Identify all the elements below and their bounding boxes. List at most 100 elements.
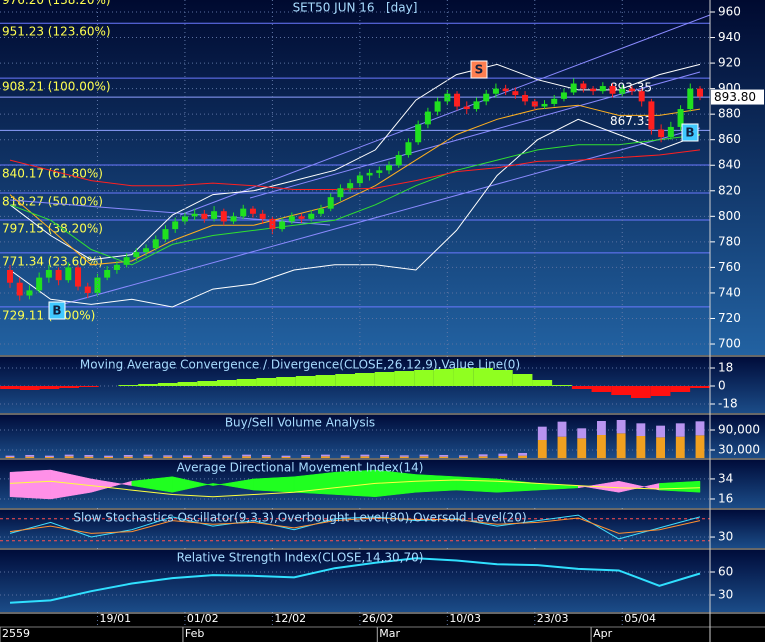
di-fill bbox=[456, 476, 498, 493]
candle-body bbox=[152, 239, 159, 249]
y-tick-label: 880 bbox=[718, 107, 741, 121]
volume-bar bbox=[222, 456, 232, 458]
volume-bar bbox=[399, 455, 409, 457]
indicator-line bbox=[9, 479, 701, 498]
volume-bar bbox=[340, 455, 350, 457]
macd-bar bbox=[177, 382, 198, 386]
y-tick-label: 34 bbox=[718, 471, 733, 485]
candle-body bbox=[84, 286, 91, 293]
candle-body bbox=[658, 129, 665, 138]
volume-bar bbox=[84, 455, 94, 457]
candle-body bbox=[697, 88, 703, 97]
signal-label: B bbox=[685, 126, 694, 140]
volume-bar bbox=[301, 455, 311, 457]
indicator-line bbox=[9, 557, 701, 604]
signal-label: S bbox=[475, 63, 484, 77]
candle-body bbox=[667, 126, 674, 138]
macd-bar bbox=[315, 375, 336, 386]
volume-bar bbox=[439, 455, 449, 457]
panel: 976.20 (138.20%) 951.23 (123.60%) 908.21 (… bbox=[0, 0, 710, 345]
volume-bar bbox=[25, 455, 35, 457]
candle-body bbox=[395, 155, 402, 166]
candle-body bbox=[240, 208, 247, 217]
y-tick-label: 740 bbox=[718, 285, 741, 299]
candle-body bbox=[580, 83, 587, 89]
volume-bar bbox=[182, 457, 192, 458]
macd-bar bbox=[374, 372, 395, 386]
overlay-line bbox=[9, 149, 701, 190]
di-fill bbox=[253, 476, 295, 493]
macd-bar bbox=[414, 370, 434, 386]
volume-bar bbox=[478, 454, 488, 457]
candle-body bbox=[687, 88, 694, 110]
y-tick-label: 820 bbox=[718, 183, 741, 197]
volume-bar bbox=[281, 455, 291, 457]
candle-body bbox=[55, 269, 62, 281]
fib-label: 976.20 (138.20%) bbox=[2, 0, 111, 7]
indicator-line bbox=[9, 514, 701, 540]
y-tick-label: 16 bbox=[718, 491, 733, 505]
volume-bar bbox=[458, 456, 468, 458]
candle-body bbox=[317, 208, 324, 214]
candle-body bbox=[191, 213, 198, 217]
candle-body bbox=[483, 93, 490, 102]
candle-body bbox=[424, 111, 431, 125]
panel-bg bbox=[0, 0, 765, 355]
volume-bar bbox=[281, 457, 291, 458]
macd-bar bbox=[433, 369, 454, 386]
volume-bar bbox=[301, 456, 311, 458]
y-tick-label: 760 bbox=[718, 260, 741, 274]
fib-label: 951.23 (123.60%) bbox=[2, 25, 111, 39]
overlay-line bbox=[9, 63, 701, 261]
macd-bar bbox=[39, 386, 60, 389]
volume-bar bbox=[320, 454, 330, 457]
macd-bar bbox=[197, 381, 217, 386]
candle-body bbox=[201, 213, 208, 219]
macd-bar bbox=[611, 386, 631, 395]
panel-title: Moving Average Convergence / Divergence(… bbox=[80, 358, 520, 372]
candle-body bbox=[26, 290, 33, 296]
volume-bar bbox=[675, 436, 685, 458]
volume-bar bbox=[360, 454, 370, 457]
macd-bar bbox=[79, 386, 99, 387]
macd-bar bbox=[19, 386, 40, 390]
candle-body bbox=[113, 264, 120, 270]
volume-bar bbox=[695, 421, 705, 436]
candle-body bbox=[181, 216, 188, 222]
y-tick-label: 780 bbox=[718, 234, 741, 248]
y-tick-label: 920 bbox=[718, 56, 741, 70]
macd-bar bbox=[0, 386, 20, 389]
volume-bar bbox=[498, 453, 508, 456]
volume-bar bbox=[44, 455, 54, 457]
overlay-line bbox=[9, 118, 701, 308]
candle-body bbox=[220, 211, 227, 222]
macd-bar bbox=[532, 380, 553, 386]
volume-bar bbox=[419, 456, 429, 458]
signal-marker bbox=[681, 123, 699, 142]
candle-body bbox=[454, 93, 461, 107]
trend-line bbox=[179, 14, 710, 216]
volume-bar bbox=[577, 438, 587, 458]
volume-bar bbox=[64, 454, 74, 457]
macd-bar bbox=[571, 386, 592, 389]
candle-body bbox=[434, 101, 441, 112]
volume-bar bbox=[557, 436, 567, 458]
candle-body bbox=[279, 221, 286, 230]
panel bbox=[0, 367, 710, 405]
candle-body bbox=[609, 86, 616, 94]
candle-body bbox=[16, 282, 23, 296]
volume-bar bbox=[242, 454, 252, 457]
volume-bar bbox=[360, 456, 370, 458]
macd-bar bbox=[138, 384, 158, 386]
panel bbox=[0, 469, 710, 500]
volume-bar bbox=[143, 456, 153, 458]
volume-bar bbox=[695, 435, 705, 458]
di-fill bbox=[9, 469, 51, 500]
last-price-label: 893.80 bbox=[714, 90, 756, 104]
y-tick-label: 30 bbox=[718, 587, 733, 601]
candle-body bbox=[619, 88, 626, 94]
level-label: 893.35 bbox=[610, 81, 652, 95]
y-tick-label: 60 bbox=[718, 564, 733, 578]
volume-bar bbox=[242, 456, 252, 458]
macd-bar bbox=[631, 386, 651, 398]
